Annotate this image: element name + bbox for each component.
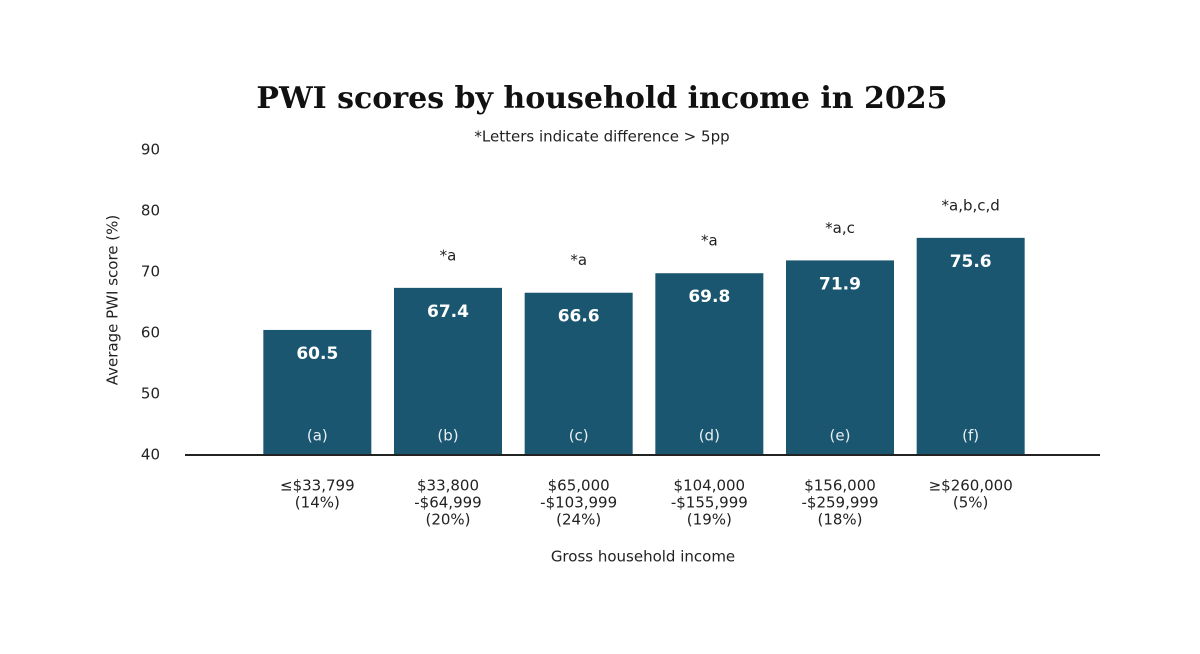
- x-tick-label: $156,000: [804, 477, 876, 495]
- y-tick-label: 90: [141, 141, 160, 159]
- bar-letter: (f): [962, 427, 979, 445]
- data-label: 60.5: [296, 344, 338, 364]
- bar: [655, 273, 764, 455]
- y-axis-label: Average PWI score (%): [104, 215, 122, 385]
- data-label: 71.9: [819, 274, 861, 294]
- x-tick-label: $65,000: [548, 477, 610, 495]
- annotation: *a,b,c,d: [942, 196, 1000, 214]
- x-tick-label: (20%): [425, 511, 470, 529]
- bar-letter: (e): [830, 427, 851, 445]
- annotation: *a: [701, 232, 718, 250]
- bar: [524, 292, 633, 455]
- x-tick-label: (24%): [556, 511, 601, 529]
- annotation: *a: [570, 251, 587, 269]
- x-tick-label: $33,800: [417, 477, 479, 495]
- bar-letter: (c): [569, 427, 589, 445]
- x-tick-label: ≤$33,799: [280, 477, 355, 495]
- x-tick-label: -$64,999: [414, 494, 481, 512]
- x-tick-label: ≥$260,000: [929, 477, 1013, 495]
- x-tick-label: -$103,999: [540, 494, 617, 512]
- bar: [394, 287, 502, 455]
- chart-subtitle: *Letters indicate difference > 5pp: [474, 128, 729, 146]
- annotation: *a,c: [825, 219, 855, 237]
- bar-letter: (b): [437, 427, 458, 445]
- data-label: 66.6: [558, 307, 600, 327]
- bar: [916, 237, 1025, 455]
- x-tick-label: (5%): [953, 494, 989, 512]
- x-tick-label: $104,000: [674, 477, 746, 495]
- bar-letter: (a): [307, 427, 328, 445]
- x-tick-label: (19%): [687, 511, 732, 529]
- bar: [263, 329, 372, 455]
- y-tick-label: 80: [141, 202, 160, 220]
- data-label: 67.4: [427, 302, 469, 322]
- y-tick-label: 70: [141, 263, 160, 281]
- x-tick-label: (18%): [817, 511, 862, 529]
- bar: [786, 260, 894, 455]
- x-tick-label: -$259,999: [802, 494, 879, 512]
- x-tick-label: -$155,999: [671, 494, 748, 512]
- y-tick-label: 40: [141, 446, 160, 464]
- y-tick-label: 60: [141, 324, 160, 342]
- data-label: 75.6: [950, 252, 992, 272]
- x-axis-label: Gross household income: [551, 548, 735, 566]
- annotation: *a: [440, 246, 457, 264]
- y-tick-label: 50: [141, 385, 160, 403]
- data-label: 69.8: [688, 287, 730, 307]
- bar-letter: (d): [699, 427, 720, 445]
- chart-title: PWI scores by household income in 2025: [256, 81, 947, 116]
- x-tick-label: (14%): [295, 494, 340, 512]
